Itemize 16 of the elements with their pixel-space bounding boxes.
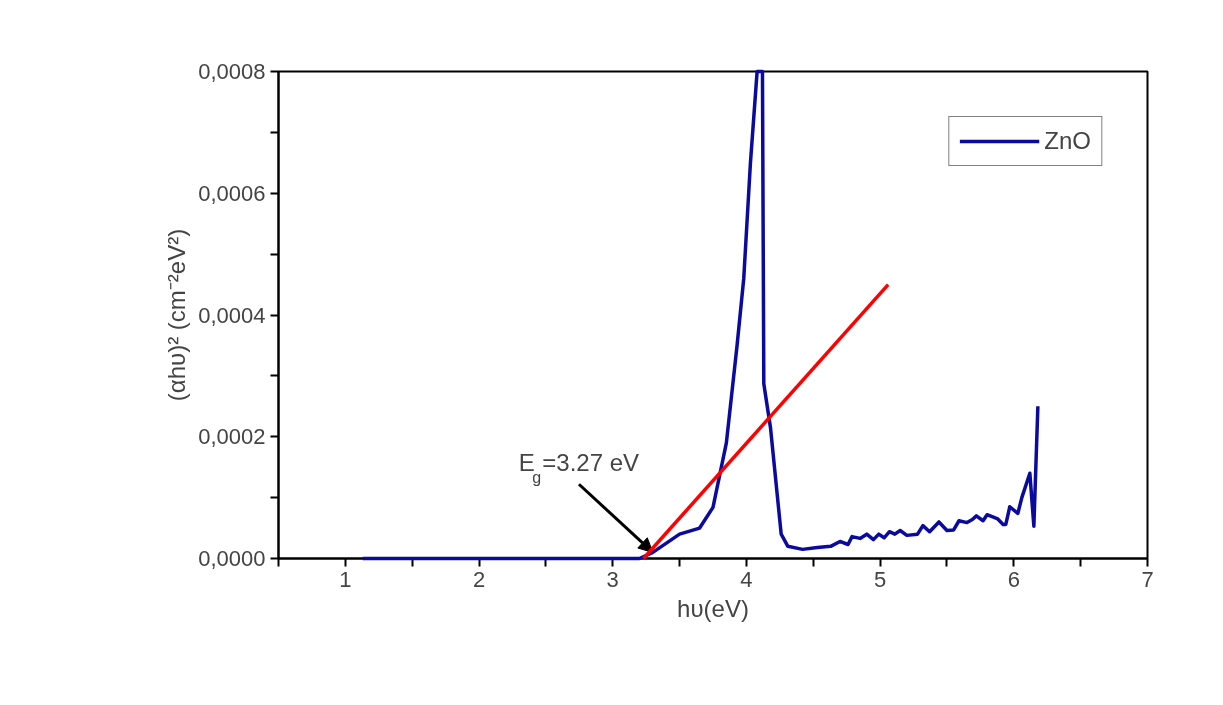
x-tick-label: 2 xyxy=(472,566,486,592)
x-tick-label: 5 xyxy=(874,566,887,592)
y-tick-label: 0,0002 xyxy=(198,424,266,450)
y-axis-title: (αhυ)² (cm⁻²eV²) xyxy=(163,228,191,402)
x-tick-label: 7 xyxy=(1141,566,1154,592)
x-tick-label: 3 xyxy=(606,566,619,592)
legend-label: ZnO xyxy=(1044,127,1091,155)
x-tick-label: 4 xyxy=(740,566,753,592)
x-tick-label: 6 xyxy=(1007,566,1020,592)
line-series xyxy=(360,69,1040,561)
x-tick-label: 1 xyxy=(339,566,352,592)
y-tick-label: 0,0006 xyxy=(198,180,266,206)
x-axis-title: hυ(eV) xyxy=(677,594,749,622)
y-tick-label: 0,0008 xyxy=(198,59,266,84)
y-tick-label: 0,0000 xyxy=(198,546,266,571)
y-tick-label: 0,0004 xyxy=(198,302,266,328)
